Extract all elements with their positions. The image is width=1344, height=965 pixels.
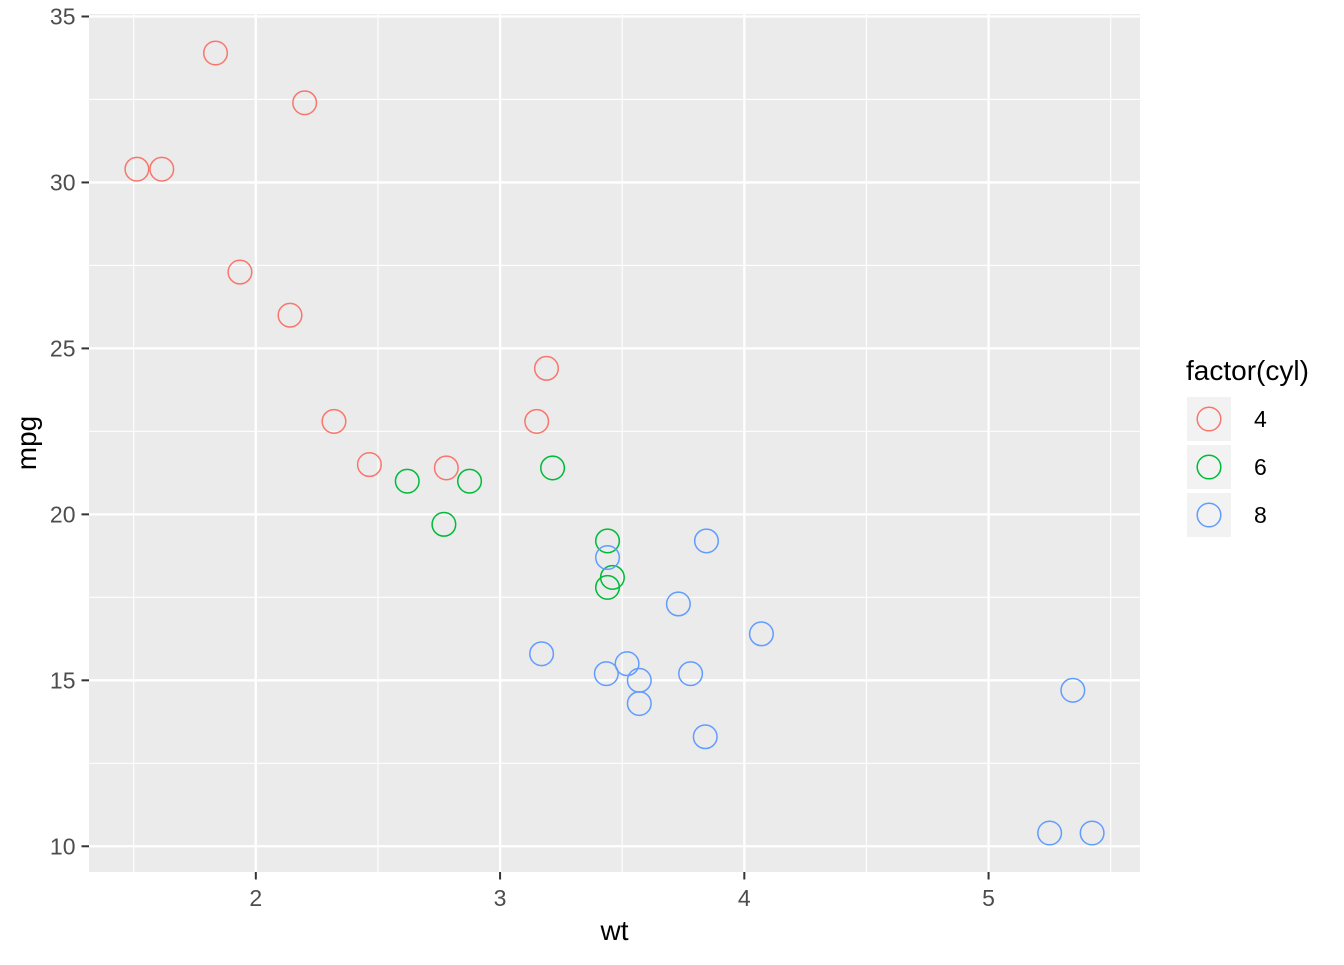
data-points [124, 40, 1105, 846]
panel-background [89, 14, 1140, 872]
legend-key-circle-4 [1196, 406, 1222, 432]
x-tick-label: 2 [249, 885, 262, 911]
data-point-cyl8 [1060, 677, 1086, 703]
data-point-cyl8 [748, 621, 774, 647]
y-tick-label: 15 [50, 667, 76, 693]
legend-key-circle-6 [1196, 454, 1222, 480]
legend-key-bg-6 [1187, 445, 1231, 489]
data-point-cyl4 [149, 156, 175, 182]
legend-key-bg-8 [1187, 493, 1231, 537]
axes: 2 3 4 5 10 15 20 25 30 35 [50, 3, 995, 911]
y-tick-label: 25 [50, 335, 76, 361]
data-point-cyl6 [594, 528, 621, 554]
legend-key-bg-4 [1187, 397, 1231, 441]
y-tick-label: 10 [50, 833, 76, 859]
gridlines [89, 14, 1140, 872]
data-point-cyl8 [614, 651, 640, 677]
x-axis-title: wt [600, 915, 629, 946]
data-point-cyl6 [394, 468, 420, 494]
plot-panel [89, 14, 1140, 872]
x-tick-label: 3 [494, 885, 507, 911]
data-point-cyl6 [594, 574, 621, 600]
data-point-cyl4 [277, 302, 303, 328]
data-point-cyl8 [593, 661, 619, 687]
data-point-cyl8 [529, 641, 555, 667]
legend-label-6: 6 [1254, 454, 1267, 480]
legend-title: factor(cyl) [1186, 355, 1309, 386]
data-point-cyl6 [456, 468, 483, 494]
data-point-cyl8 [626, 667, 652, 693]
data-point-cyl8 [1037, 820, 1063, 846]
data-point-cyl6 [431, 511, 457, 537]
legend-label-8: 8 [1254, 502, 1267, 528]
y-tick-label: 35 [50, 3, 76, 29]
legend-key-circle-8 [1196, 502, 1222, 528]
data-point-cyl8 [678, 661, 704, 687]
y-tick-label: 20 [50, 501, 76, 527]
data-point-cyl4 [321, 408, 347, 434]
x-tick-label: 5 [982, 885, 995, 911]
data-point-cyl4 [292, 90, 318, 116]
data-point-cyl8 [665, 591, 691, 617]
data-point-cyl4 [533, 355, 560, 381]
data-point-cyl4 [356, 452, 382, 478]
data-point-cyl8 [692, 724, 718, 750]
data-point-cyl4 [202, 40, 229, 66]
data-point-cyl8 [693, 528, 720, 554]
legend-label-4: 4 [1254, 406, 1267, 432]
legend: factor(cyl) 4 6 8 [1186, 355, 1309, 537]
data-point-cyl8 [1079, 820, 1105, 846]
data-point-cyl6 [540, 455, 566, 481]
x-tick-label: 4 [738, 885, 751, 911]
data-point-cyl4 [124, 156, 150, 182]
y-tick-label: 30 [50, 169, 76, 195]
y-axis-title: mpg [11, 416, 42, 470]
data-point-cyl4 [524, 408, 550, 434]
data-point-cyl4 [227, 259, 253, 285]
data-point-cyl4 [433, 455, 459, 481]
data-point-cyl8 [594, 544, 621, 571]
